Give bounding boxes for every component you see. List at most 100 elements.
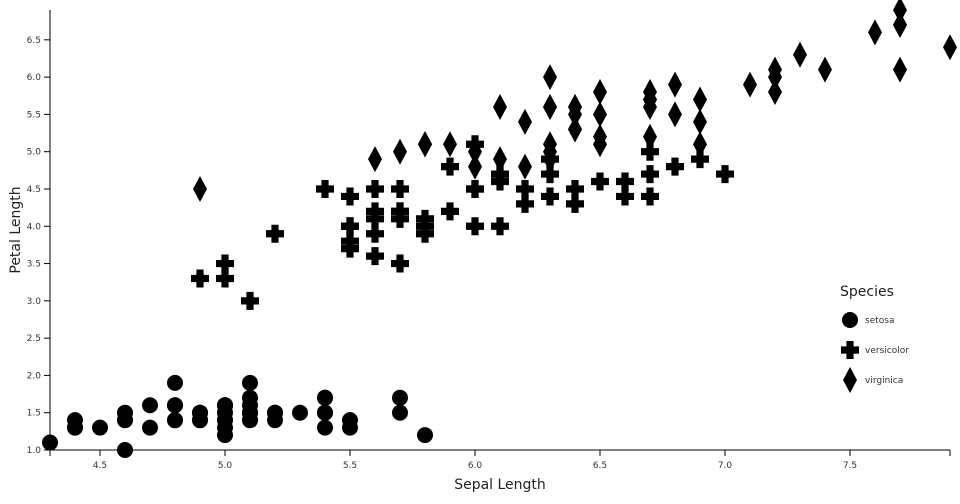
y-tick-label: 5.5 (27, 110, 41, 120)
virginica-point (668, 71, 682, 98)
versicolor-point (216, 269, 234, 288)
virginica-point (518, 153, 532, 180)
setosa-point (417, 427, 433, 444)
setosa-point (167, 374, 183, 391)
y-tick-label: 5.0 (27, 148, 42, 158)
x-tick-label: 7.5 (843, 461, 857, 471)
versicolor-point (341, 217, 359, 236)
y-tick-label: 3.5 (27, 260, 41, 270)
virginica-point (893, 0, 907, 23)
virginica-point (468, 153, 482, 180)
versicolor-point (491, 217, 509, 236)
versicolor-point (366, 202, 384, 221)
versicolor-point (316, 179, 334, 198)
y-tick-label: 2.5 (27, 334, 41, 344)
legend-label: versicolor (865, 346, 909, 356)
virginica-point (568, 116, 582, 143)
legend-item-setosa: setosa (842, 312, 894, 328)
y-tick-label: 4.5 (27, 185, 41, 195)
virginica-point (768, 79, 782, 106)
y-tick-label: 6.0 (27, 73, 42, 83)
virginica-point (943, 34, 957, 61)
versicolor-point (441, 157, 459, 176)
setosa-point (167, 412, 183, 429)
setosa-point (142, 397, 158, 414)
setosa-point (342, 419, 358, 436)
versicolor-point (366, 247, 384, 266)
setosa-point (92, 419, 108, 436)
virginica-point (893, 56, 907, 83)
y-tick-label: 3.0 (27, 297, 42, 307)
setosa-point (317, 389, 333, 406)
versicolor-point (516, 179, 534, 198)
versicolor-point (491, 172, 509, 191)
versicolor-point (641, 165, 659, 184)
versicolor-point (391, 179, 409, 198)
versicolor-point (366, 224, 384, 243)
versicolor-point (441, 202, 459, 221)
virginica-point (693, 108, 707, 135)
versicolor-point (341, 187, 359, 206)
versicolor-point (666, 157, 684, 176)
setosa-point (317, 419, 333, 436)
virginica-point (768, 64, 782, 91)
setosa-point (142, 419, 158, 436)
setosa-point (392, 404, 408, 421)
versicolor-point (341, 239, 359, 258)
legend-cross-icon (841, 341, 859, 359)
versicolor-point (391, 209, 409, 228)
legend-diamond-icon (843, 367, 857, 393)
setosa-point (292, 404, 308, 421)
virginica-point (593, 101, 607, 128)
x-tick-label: 5.0 (218, 461, 233, 471)
versicolor-point (266, 224, 284, 243)
versicolor-point (616, 187, 634, 206)
setosa-point (242, 397, 258, 414)
y-tick-label: 1.5 (27, 409, 41, 419)
versicolor-point (716, 165, 734, 184)
versicolor-point (366, 179, 384, 198)
virginica-point (493, 93, 507, 120)
virginica-point (693, 131, 707, 158)
x-tick-label: 4.5 (93, 461, 107, 471)
versicolor-point (216, 254, 234, 273)
legend-item-virginica: virginica (843, 367, 903, 393)
setosa-point (192, 412, 208, 429)
y-axis-title: Petal Length (8, 186, 24, 273)
virginica-point (668, 101, 682, 128)
virginica-point (593, 79, 607, 106)
versicolor-point (641, 142, 659, 161)
virginica-point (818, 56, 832, 83)
versicolor-point (566, 179, 584, 198)
legend-title: Species (840, 284, 894, 300)
virginica-point (693, 86, 707, 113)
versicolor-point (591, 172, 609, 191)
virginica-point (593, 123, 607, 150)
legend-label: virginica (865, 376, 903, 386)
versicolor-point (566, 194, 584, 213)
versicolor-point (241, 291, 259, 310)
virginica-point (868, 19, 882, 46)
y-tick-label: 6.5 (27, 36, 41, 46)
x-tick-label: 6.5 (593, 461, 607, 471)
virginica-point (418, 131, 432, 158)
setosa-point (67, 419, 83, 436)
virginica-point (743, 71, 757, 98)
versicolor-point (691, 150, 709, 169)
legend-item-versicolor: versicolor (841, 341, 909, 359)
legend: Species setosa versicolor virginica (840, 284, 909, 393)
virginica-point (518, 108, 532, 135)
versicolor-point (616, 172, 634, 191)
versicolor-point (541, 165, 559, 184)
virginica-point (393, 138, 407, 165)
virginica-point (893, 11, 907, 38)
virginica-point (193, 175, 207, 202)
versicolor-point (641, 187, 659, 206)
setosa-point (217, 412, 233, 429)
setosa-point (242, 374, 258, 391)
virginica-point (543, 138, 557, 165)
y-tick-label: 1.0 (27, 446, 42, 456)
versicolor-point (191, 269, 209, 288)
legend-label: setosa (865, 316, 894, 326)
